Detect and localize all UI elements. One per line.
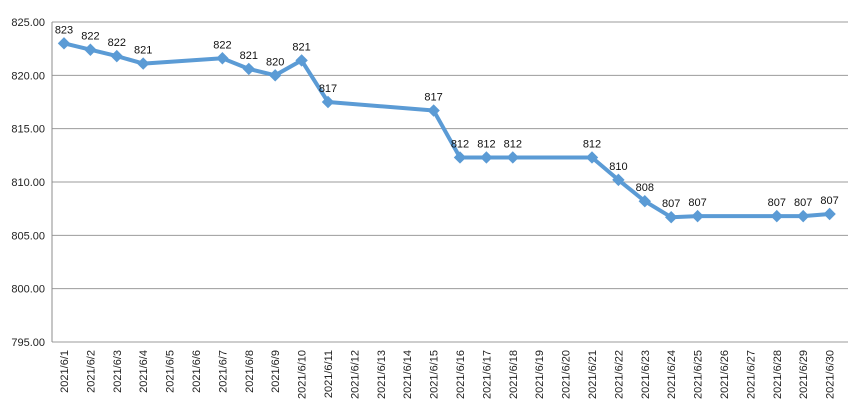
y-tick-label: 805.00 (11, 230, 45, 242)
y-tick-label: 815.00 (11, 124, 45, 136)
data-point-marker (506, 151, 520, 164)
data-label: 821 (240, 50, 258, 62)
y-tick-label: 820.00 (11, 70, 45, 82)
data-point-marker (638, 194, 652, 208)
series-layer (57, 37, 836, 224)
data-point-marker (216, 52, 229, 65)
data-label: 807 (820, 195, 838, 207)
data-label: 807 (662, 198, 680, 210)
data-point-marker (136, 57, 150, 70)
data-point-marker (295, 54, 308, 67)
series-line (62, 41, 832, 220)
x-tick-label: 2021/6/16 (455, 350, 467, 399)
data-label: 812 (451, 138, 469, 150)
x-tick-label: 2021/6/28 (772, 350, 784, 399)
data-label: 817 (424, 92, 442, 104)
data-point-marker (321, 95, 335, 109)
x-tick-label: 2021/6/19 (534, 350, 546, 399)
data-point-marker (691, 209, 704, 223)
data-label: 822 (81, 31, 99, 43)
x-tick-label: 2021/6/25 (693, 350, 705, 399)
data-label: 817 (319, 83, 337, 95)
x-tick-label: 2021/6/9 (270, 350, 282, 393)
x-tick-label: 2021/6/24 (666, 350, 678, 399)
data-label: 820 (266, 56, 284, 68)
x-tick-label: 2021/6/20 (561, 350, 573, 399)
data-label: 823 (55, 24, 73, 36)
grid-layer (52, 21, 848, 343)
x-tick-label: 2021/6/30 (825, 350, 837, 399)
x-tick-label: 2021/6/15 (429, 350, 441, 399)
data-point-marker (57, 37, 71, 50)
data-label: 807 (794, 197, 812, 209)
x-tick-label: 2021/6/14 (402, 350, 414, 399)
x-tick-label: 2021/6/1 (59, 350, 71, 393)
x-tick-label: 2021/6/27 (745, 350, 757, 399)
data-label: 812 (583, 138, 601, 150)
data-point-marker (242, 62, 256, 76)
y-tick-label: 800.00 (11, 284, 45, 296)
x-tick-label: 2021/6/18 (508, 350, 520, 399)
y-tick-label: 825.00 (11, 17, 45, 29)
data-point-marker (770, 209, 784, 223)
x-tick-label: 2021/6/29 (798, 350, 810, 399)
x-tick-label: 2021/6/3 (112, 350, 124, 393)
x-tick-label: 2021/6/11 (323, 350, 335, 398)
x-tick-label: 2021/6/5 (165, 350, 177, 393)
y-tick-label: 810.00 (11, 177, 45, 189)
data-point-marker (427, 104, 440, 117)
data-point-marker (480, 151, 493, 164)
data-point-marker (796, 209, 810, 223)
x-tick-label: 2021/6/2 (85, 350, 97, 393)
data-point-marker (268, 69, 282, 82)
x-tick-label: 2021/6/12 (349, 350, 361, 399)
label-layer: 823 822 822 821 822 821 820 821 817 817 812 812 812 8… (55, 24, 839, 210)
x-tick-label: 2021/6/17 (481, 350, 493, 399)
data-point-marker (84, 43, 97, 56)
x-tick-label: 2021/6/23 (640, 350, 652, 399)
x-tick-label: 2021/6/6 (191, 350, 203, 393)
data-label: 822 (213, 39, 231, 51)
data-label: 821 (134, 45, 152, 57)
x-tick-label: 2021/6/22 (613, 350, 625, 399)
data-label: 807 (688, 197, 706, 209)
data-label: 812 (477, 138, 495, 150)
data-label: 807 (768, 197, 786, 209)
data-label: 822 (108, 37, 126, 49)
x-tick-label: 2021/6/8 (244, 350, 256, 393)
x-tick-label: 2021/6/10 (297, 350, 309, 399)
data-label: 808 (636, 182, 654, 194)
data-point-marker (612, 173, 625, 187)
data-label: 821 (292, 41, 310, 53)
data-point-marker (585, 151, 599, 164)
x-tick-label: 2021/6/7 (217, 350, 229, 393)
x-tick-label: 2021/6/26 (719, 350, 731, 399)
x-tick-label: 2021/6/4 (138, 350, 150, 393)
data-point-marker (453, 151, 467, 164)
data-point-marker (823, 207, 836, 221)
y-tick-label: 795.00 (11, 337, 45, 349)
data-point-marker (664, 210, 678, 224)
axis-layer: 795.00 800.00 805.00 810.00 815.00 820.00 825.… (11, 17, 836, 399)
data-point-marker (110, 49, 124, 63)
x-tick-label: 2021/6/21 (587, 350, 599, 399)
data-label: 810 (609, 161, 627, 173)
data-label: 812 (504, 138, 522, 150)
x-tick-label: 2021/6/13 (376, 350, 388, 399)
